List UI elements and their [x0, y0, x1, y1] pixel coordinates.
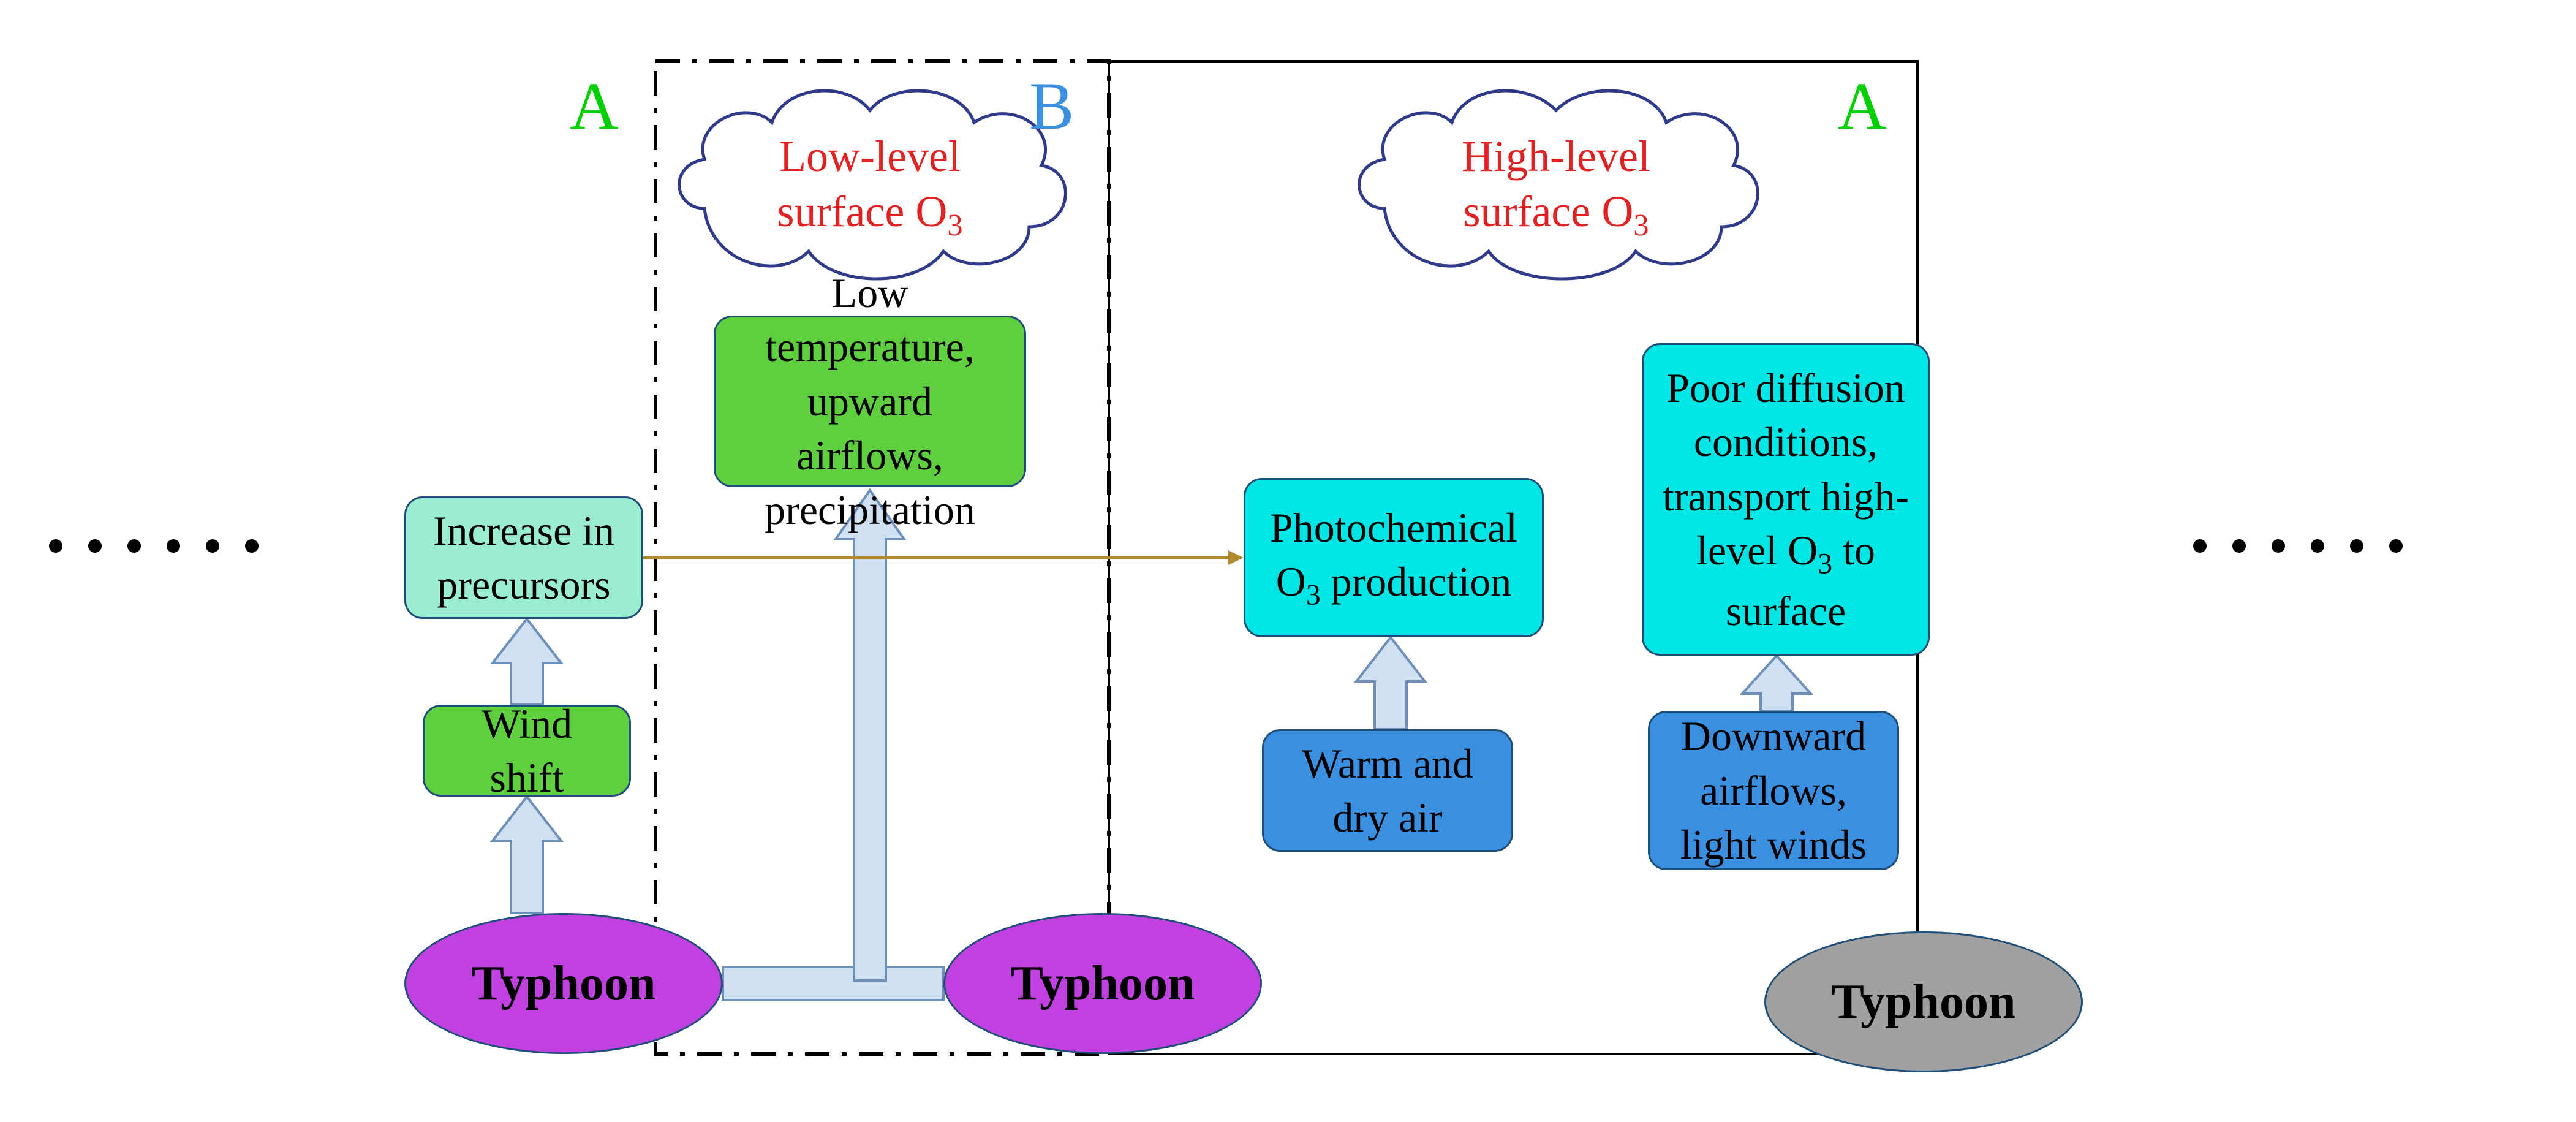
- pd-l4a: level O: [1696, 527, 1818, 574]
- frame-dashed: [655, 61, 1109, 1054]
- typhoon-connector: [723, 967, 943, 1000]
- pd-l4sub: 3: [1818, 548, 1832, 580]
- cloud-high-sub: 3: [1633, 208, 1649, 242]
- box-poor-diffusion: Poor diffusion conditions, transport hig…: [1642, 343, 1930, 656]
- box-downward-airflows: Downward airflows, light winds: [1648, 711, 1899, 870]
- arrow-precursors-to-photochem-head: [1228, 550, 1244, 565]
- pd-l1: Poor diffusion: [1666, 365, 1905, 411]
- typhoon-ellipse-3: Typhoon: [1764, 931, 2083, 1072]
- cloud-low-line1: Low-level: [779, 132, 961, 181]
- cloud-low-text: Low-level surface O3: [754, 129, 986, 244]
- box-warm-dry-air: Warm and dry air: [1262, 729, 1513, 852]
- cloud-low-line2: surface O: [777, 187, 947, 236]
- photochem-l1: Photochemical: [1270, 504, 1517, 551]
- box-low-temperature: Low temperature, upward airflows, precip…: [714, 316, 1026, 487]
- arrow-typhoons-to-lowtemp: [836, 490, 904, 980]
- arrow-windshift-to-precursors: [493, 619, 561, 705]
- continuation-dots-right: [2193, 539, 2403, 553]
- cloud-high-level-o3: [1359, 91, 1758, 279]
- region-label-b: B: [1029, 67, 1074, 145]
- cloud-high-line2: surface O: [1463, 187, 1633, 236]
- typhoon-ellipse-1: Typhoon: [404, 913, 723, 1054]
- region-label-a-left: A: [570, 67, 618, 145]
- photochem-l2sub: 3: [1306, 580, 1321, 612]
- cloud-high-line1: High-level: [1462, 132, 1650, 181]
- arrow-downair-to-poordiff: [1742, 656, 1811, 711]
- cloud-high-text: High-level surface O3: [1433, 129, 1679, 244]
- cloud-low-level-o3: [679, 91, 1066, 279]
- typhoon-o3-diagram: A B A Low-level surface O3 High-level su…: [0, 0, 2576, 1122]
- cloud-low-sub: 3: [947, 208, 962, 242]
- photochem-l2a: O: [1276, 558, 1306, 605]
- arrow-warmair-to-photochem: [1356, 637, 1425, 729]
- box-wind-shift: Wind shift: [423, 705, 631, 797]
- typhoon-ellipse-2: Typhoon: [943, 913, 1262, 1054]
- pd-l5: surface: [1726, 588, 1846, 634]
- pd-l4b: to: [1832, 527, 1875, 574]
- box-increase-precursors: Increase in precursors: [404, 496, 643, 619]
- region-label-a-right: A: [1838, 67, 1886, 145]
- pd-l3: transport high-: [1663, 473, 1909, 520]
- arrow-typhoon-to-windshift: [493, 797, 561, 913]
- pd-l2: conditions,: [1694, 419, 1878, 465]
- box-photochemical-o3: Photochemical O3 production: [1244, 478, 1544, 637]
- photochem-l2b: production: [1321, 558, 1512, 605]
- continuation-dots-left: [49, 539, 259, 553]
